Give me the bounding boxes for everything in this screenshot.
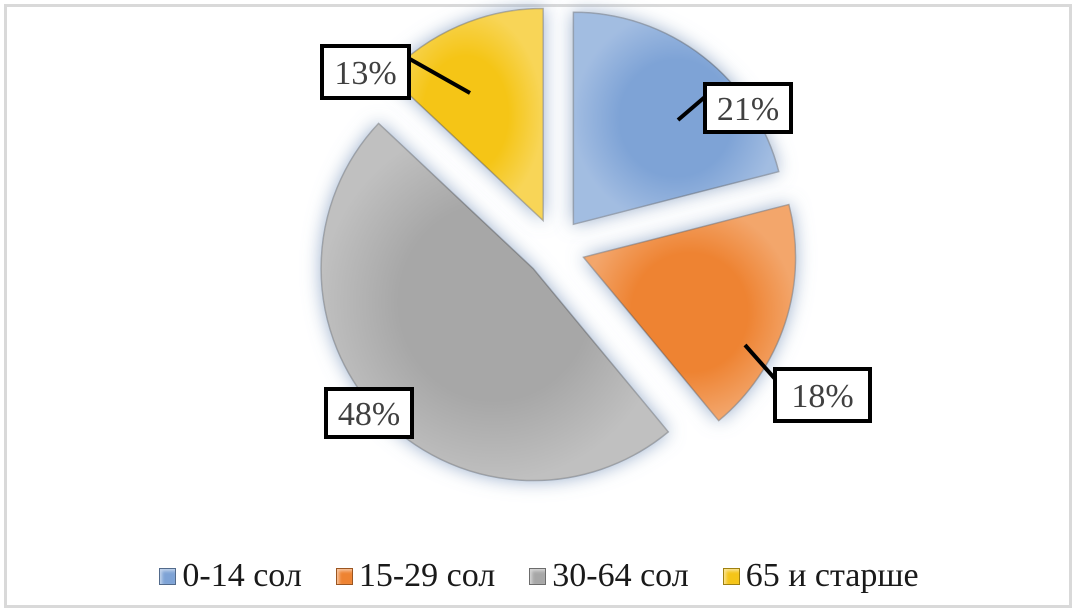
leader-line-15-29 — [743, 343, 778, 382]
legend-label-15-29: 15-29 сол — [358, 557, 496, 594]
legend-item-30-64: 30-64 сол — [529, 557, 689, 594]
leader-line-65-plus — [407, 56, 471, 95]
legend-label-65-plus: 65 и старше — [745, 557, 919, 594]
legend: 0-14 сол 15-29 сол 30-64 сол 65 и старше — [0, 552, 1078, 600]
legend-swatch-15-29 — [335, 567, 353, 585]
legend-item-15-29: 15-29 сол — [335, 557, 496, 594]
data-label-box-15-29 — [773, 367, 872, 423]
data-label-65-plus: 13% — [320, 44, 471, 100]
data-label-text-30-64: 48% — [338, 396, 400, 433]
data-label-30-64: 48% — [324, 387, 414, 439]
legend-swatch-65-plus — [722, 567, 740, 585]
legend-swatch-0-14 — [159, 567, 177, 585]
data-label-text-15-29: 18% — [791, 378, 853, 415]
data-label-box-65-plus — [320, 44, 411, 100]
legend-item-65-plus: 65 и старше — [722, 557, 919, 594]
data-label-box-30-64 — [324, 387, 414, 439]
data-labels: 21% 18% 48% 13% — [320, 44, 872, 439]
legend-label-30-64: 30-64 сол — [552, 557, 689, 594]
data-label-0-14: 21% — [676, 82, 793, 134]
data-label-text-65-plus: 13% — [334, 55, 396, 92]
legend-swatch-30-64 — [529, 567, 547, 585]
leader-line-0-14 — [676, 94, 708, 122]
legend-label-0-14: 0-14 сол — [182, 557, 302, 594]
data-label-text-0-14: 21% — [717, 91, 779, 128]
data-label-15-29: 18% — [743, 343, 872, 423]
data-label-box-0-14 — [703, 82, 793, 134]
legend-item-0-14: 0-14 сол — [159, 557, 302, 594]
